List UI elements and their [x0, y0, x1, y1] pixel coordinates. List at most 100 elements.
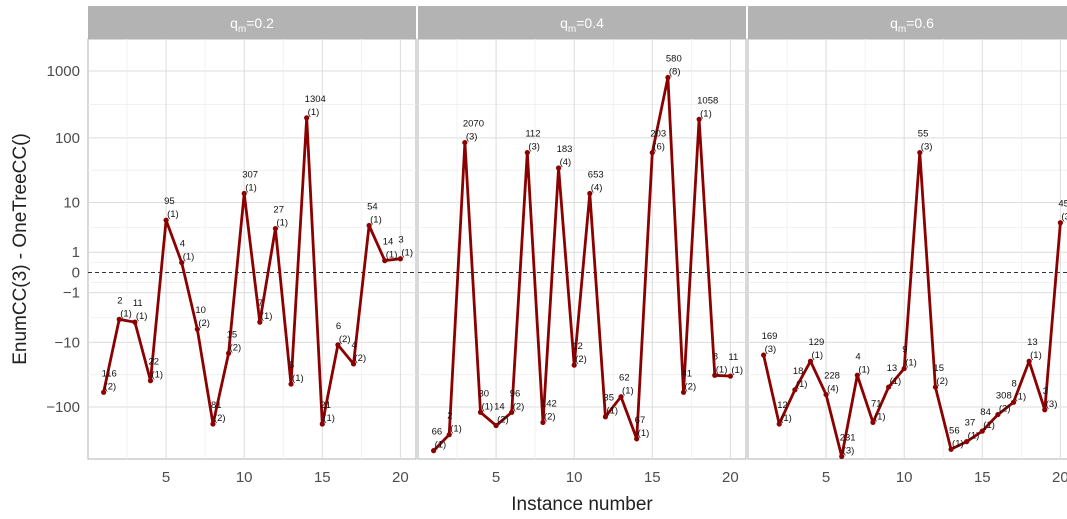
data-point — [979, 428, 985, 434]
data-label: 4 — [855, 351, 860, 362]
data-label: 169 — [762, 331, 778, 342]
data-label: 3 — [398, 235, 403, 246]
panel-title: qm=0.4 — [560, 15, 604, 35]
data-label: 81 — [211, 400, 222, 411]
data-sublabel: (1) — [450, 424, 462, 435]
data-point — [870, 419, 876, 425]
y-axis-title: EnumCC(3) - OneTreeCC() — [10, 133, 31, 365]
data-point — [854, 372, 860, 378]
data-label: 4 — [352, 340, 357, 351]
y-tick-label: 10 — [63, 195, 80, 212]
data-point — [319, 421, 325, 427]
data-label: 10 — [195, 305, 206, 316]
data-sublabel: (2) — [198, 318, 210, 329]
x-tick-label: 5 — [162, 469, 170, 486]
data-sublabel: (1) — [890, 376, 902, 387]
data-label: 2070 — [463, 119, 484, 130]
data-label: 116 — [102, 368, 117, 379]
data-label: 183 — [557, 144, 573, 155]
data-label: 15 — [227, 329, 238, 340]
data-sublabel: (1) — [276, 218, 288, 229]
data-label: 112 — [525, 129, 540, 140]
data-point — [493, 422, 499, 429]
data-point — [1057, 220, 1063, 226]
data-point — [587, 190, 593, 197]
data-point — [304, 115, 310, 121]
data-label: 12 — [777, 400, 788, 411]
data-point — [397, 256, 403, 262]
data-sublabel: (3) — [466, 132, 478, 143]
data-label: 56 — [949, 425, 960, 436]
data-point — [132, 319, 138, 325]
data-label: 9 — [902, 345, 907, 356]
panel-title: qm=0.6 — [890, 15, 934, 35]
data-sublabel: (1) — [435, 440, 447, 451]
data-point — [618, 394, 624, 400]
data-point — [932, 384, 939, 390]
data-sublabel: (2) — [105, 381, 117, 392]
panel: qm=0.466(1)2(1)2070(3)30(1) 14(2)96(2)112… — [417, 6, 747, 486]
data-label: 21 — [320, 400, 331, 411]
data-sublabel: (3) — [1046, 399, 1058, 410]
data-sublabel: (2) — [230, 342, 242, 353]
x-tick-label: 15 — [314, 469, 331, 486]
data-label: 653 — [588, 169, 604, 180]
data-point — [1010, 399, 1017, 405]
data-sublabel: (1) — [905, 358, 917, 369]
data-label: 13 — [887, 363, 898, 374]
panel: qm=0.2116(2)2(1)11(1)22(1)95(1)4(1)10(2)… — [87, 6, 417, 486]
data-point — [649, 149, 655, 156]
data-sublabel: (2) — [214, 413, 226, 424]
panel-strip — [88, 6, 416, 39]
data-point — [761, 352, 767, 358]
data-sublabel: (1) — [700, 108, 712, 119]
data-sublabel: (1) — [874, 411, 886, 422]
data-label: 95 — [164, 196, 175, 207]
data-label: 2 — [117, 295, 122, 306]
data-sublabel: (1) — [370, 215, 382, 226]
data-sublabel: (1) — [167, 209, 179, 220]
data-sublabel: (2) — [936, 376, 948, 387]
data-sublabel: (1) — [606, 406, 618, 417]
data-sublabel: (1) — [622, 386, 634, 397]
series-line — [762, 151, 1062, 458]
data-point — [885, 384, 892, 390]
data-label: 37 — [965, 418, 976, 429]
data-label: 11 — [728, 352, 738, 363]
x-tick-label: 15 — [644, 469, 661, 486]
data-point — [179, 260, 185, 266]
data-label: 142 — [541, 398, 557, 409]
data-point — [366, 222, 372, 229]
data-sublabel: (1) — [983, 420, 995, 431]
data-point — [571, 362, 577, 368]
data-sublabel: (1) — [308, 107, 320, 118]
data-point — [901, 365, 907, 372]
data-point — [995, 411, 1001, 418]
data-point — [602, 414, 609, 420]
data-point — [727, 373, 733, 379]
data-label: 129 — [808, 337, 824, 348]
data-sublabel: (1) — [245, 182, 257, 193]
x-tick-label: 20 — [392, 469, 409, 486]
x-tick-label: 10 — [236, 469, 253, 486]
data-point — [540, 419, 546, 425]
data-label: 18 — [793, 366, 804, 377]
data-label: 231 — [840, 432, 856, 443]
data-point — [288, 381, 294, 387]
series-line — [102, 116, 401, 426]
data-sublabel: (3) — [843, 445, 855, 456]
data-label: 3 — [1043, 386, 1048, 397]
data-point — [555, 165, 562, 171]
data-point — [350, 361, 357, 367]
data-sublabel: (2) — [355, 353, 367, 364]
data-label: 1304 — [305, 94, 326, 105]
data-sublabel: (1) — [120, 308, 132, 319]
data-label: 84 — [980, 407, 991, 418]
data-sublabel: (4) — [827, 384, 839, 395]
data-point — [792, 387, 798, 393]
data-sublabel: (6) — [653, 142, 665, 153]
data-sublabel: (2) — [339, 334, 351, 345]
x-axis-title: Instance number — [511, 494, 653, 515]
data-sublabel: (1) — [136, 311, 148, 322]
data-sublabel: (2) — [544, 411, 556, 422]
